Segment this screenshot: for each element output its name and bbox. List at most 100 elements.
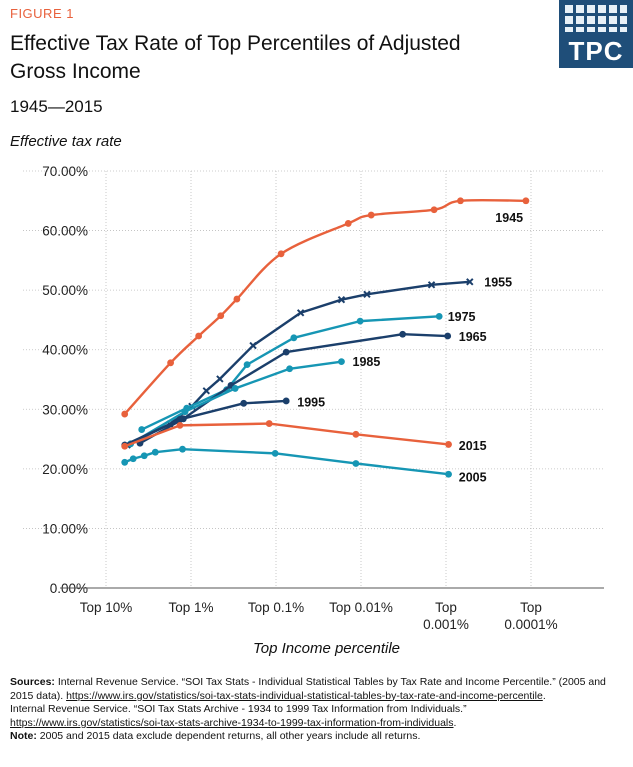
data-point bbox=[179, 445, 186, 453]
logo-grid-icon bbox=[565, 5, 627, 33]
series-line-1995 bbox=[123, 399, 288, 447]
series-labels: 1945 1955 1975 1965 1985 1995 2015 2005 bbox=[297, 211, 523, 485]
series-label: 1985 bbox=[353, 355, 381, 369]
data-point bbox=[338, 358, 345, 366]
data-point bbox=[195, 332, 203, 340]
data-point bbox=[265, 420, 273, 427]
data-point-mark bbox=[216, 375, 224, 383]
x-tick-label: Top 0.01% bbox=[329, 600, 393, 615]
data-point bbox=[286, 365, 293, 373]
series-label: 1955 bbox=[484, 275, 512, 289]
source-1-text: Internal Revenue Service. “SOI Tax Stats… bbox=[10, 676, 606, 702]
data-point-mark bbox=[202, 387, 211, 395]
y-tick-label: 30.00% bbox=[42, 402, 88, 417]
y-tick-label: 70.00% bbox=[42, 164, 88, 179]
data-point bbox=[290, 334, 298, 342]
note-text: 2005 and 2015 data exclude dependent ret… bbox=[39, 730, 421, 742]
y-tick-label: 20.00% bbox=[42, 462, 88, 477]
chart-title: Effective Tax Rate of Top Percentiles of… bbox=[10, 32, 461, 83]
data-point bbox=[296, 309, 305, 317]
y-tick-label: 60.00% bbox=[42, 224, 88, 239]
data-point bbox=[466, 278, 474, 286]
data-point bbox=[352, 460, 360, 467]
x-axis-title: Top Income percentile bbox=[252, 640, 401, 657]
series-1965 bbox=[136, 330, 452, 447]
data-point bbox=[176, 421, 184, 429]
data-point bbox=[430, 206, 438, 214]
figure-label: FIGURE 1 bbox=[10, 6, 74, 21]
data-point bbox=[271, 449, 279, 457]
data-point bbox=[399, 330, 407, 338]
data-point bbox=[121, 410, 129, 418]
series-2015 bbox=[121, 420, 452, 450]
data-point bbox=[140, 452, 148, 460]
data-point bbox=[367, 211, 375, 219]
logo-text: TPC bbox=[568, 36, 624, 66]
data-point bbox=[121, 442, 129, 450]
series-label: 1945 bbox=[495, 211, 523, 225]
note: Note: 2005 and 2015 data exclude depende… bbox=[10, 730, 625, 744]
y-tick-label: 10.00% bbox=[42, 521, 88, 536]
series-line-1945 bbox=[123, 198, 528, 416]
chart-notes: Sources: Internal Revenue Service. “SOI … bbox=[10, 676, 625, 744]
x-tick-label: Top 1% bbox=[168, 600, 213, 615]
source-2: Internal Revenue Service. “SOI Tax Stats… bbox=[10, 703, 467, 729]
sources-label: Sources: bbox=[10, 676, 55, 688]
data-point-mark bbox=[427, 281, 436, 289]
data-point bbox=[435, 312, 443, 320]
data-point-mark bbox=[249, 341, 257, 350]
data-point bbox=[352, 430, 360, 438]
x-tick-label: 0.0001% bbox=[504, 617, 557, 632]
data-point bbox=[176, 416, 184, 423]
data-point bbox=[233, 295, 241, 303]
tpc-logo: TPC bbox=[559, 0, 633, 68]
data-point bbox=[444, 332, 452, 340]
data-point bbox=[445, 470, 452, 478]
y-tick-label: 50.00% bbox=[42, 283, 88, 298]
data-point bbox=[249, 341, 257, 350]
x-tick-label: Top 10% bbox=[80, 600, 133, 615]
data-point bbox=[282, 397, 290, 405]
data-point bbox=[231, 385, 239, 392]
x-tick-label: Top 0.1% bbox=[248, 600, 304, 615]
data-point-mark bbox=[296, 309, 305, 317]
data-point bbox=[129, 455, 137, 463]
series-2005 bbox=[121, 445, 452, 478]
source-2-text: Internal Revenue Service. “SOI Tax Stats… bbox=[10, 703, 467, 715]
source-2-link[interactable]: https://www.irs.gov/statistics/soi-tax-s… bbox=[10, 716, 454, 729]
data-point bbox=[457, 197, 464, 205]
data-point bbox=[121, 458, 129, 466]
data-point bbox=[151, 448, 159, 456]
chart-subtitle: 1945—2015 bbox=[10, 97, 103, 116]
data-point-mark bbox=[466, 278, 474, 286]
x-tick-label: 0.001% bbox=[423, 617, 469, 632]
line-chart: 0.00%10.00%20.00%30.00%40.00%50.00%60.00… bbox=[23, 164, 604, 632]
data-point bbox=[167, 359, 175, 367]
data-point bbox=[216, 375, 224, 383]
series-label: 1995 bbox=[297, 396, 325, 410]
data-point bbox=[243, 361, 251, 369]
source-1-link[interactable]: https://www.irs.gov/statistics/soi-tax-s… bbox=[66, 689, 543, 702]
series-label: 1965 bbox=[459, 330, 487, 344]
data-point bbox=[344, 220, 352, 227]
series-label: 2005 bbox=[459, 471, 487, 485]
y-tick-label: 40.00% bbox=[42, 343, 88, 358]
gridlines bbox=[23, 170, 604, 588]
data-point-mark bbox=[337, 295, 346, 304]
data-point bbox=[240, 399, 248, 407]
data-point bbox=[337, 295, 346, 304]
data-point bbox=[217, 312, 225, 320]
source-1: Sources: Internal Revenue Service. “SOI … bbox=[10, 676, 606, 702]
data-point bbox=[138, 426, 146, 433]
data-point bbox=[427, 281, 436, 289]
x-tick-label: Top bbox=[520, 600, 542, 615]
data-point bbox=[356, 317, 364, 325]
series-lines bbox=[121, 197, 530, 478]
y-axis-title: Effective tax rate bbox=[10, 133, 122, 150]
data-point-mark bbox=[363, 290, 371, 299]
series-1945 bbox=[121, 197, 530, 418]
axes: 0.00%10.00%20.00%30.00%40.00%50.00%60.00… bbox=[42, 164, 604, 632]
data-point bbox=[445, 441, 452, 448]
data-point bbox=[277, 250, 285, 258]
series-line-1965 bbox=[138, 333, 449, 445]
